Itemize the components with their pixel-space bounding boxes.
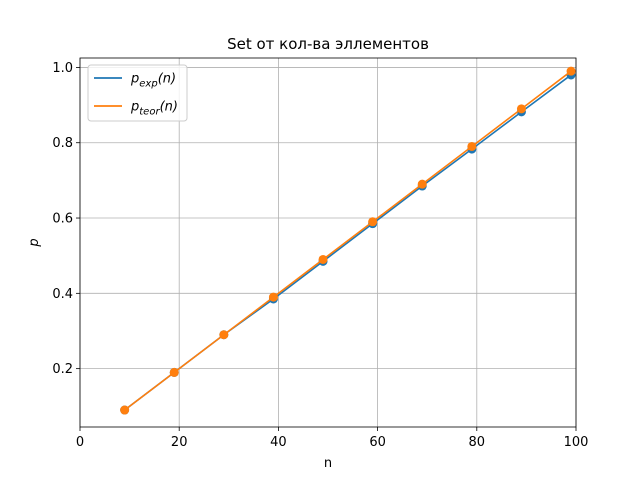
x-tick-label: 20 bbox=[171, 435, 188, 450]
series-layer bbox=[120, 66, 576, 415]
legend-label: pteor(n) bbox=[130, 100, 178, 118]
x-tick-label: 40 bbox=[270, 435, 287, 450]
y-tick-label: 1.0 bbox=[52, 61, 73, 76]
y-tick-label: 0.4 bbox=[52, 287, 73, 302]
data-point-teor bbox=[120, 405, 130, 415]
data-point-teor bbox=[219, 330, 229, 340]
y-tick-label: 0.8 bbox=[52, 136, 73, 151]
x-axis-label: n bbox=[324, 456, 332, 471]
y-tick-label: 0.2 bbox=[52, 362, 73, 377]
x-tick-label: 100 bbox=[564, 435, 589, 450]
y-tick-label: 0.6 bbox=[52, 212, 73, 227]
x-tick-label: 60 bbox=[369, 435, 386, 450]
data-point-teor bbox=[169, 367, 179, 377]
chart-title: Set от кол-ва эллементов bbox=[227, 35, 429, 53]
legend-label: pexp(n) bbox=[130, 72, 176, 90]
plot-frame bbox=[79, 57, 577, 428]
legend-box bbox=[87, 64, 188, 122]
data-point-teor bbox=[368, 217, 378, 227]
y-axis: 0.2 0.4 0.6 0.8 1.0 bbox=[52, 61, 80, 377]
grid bbox=[79, 58, 577, 427]
x-axis: 0 20 40 60 80 100 bbox=[76, 427, 589, 450]
x-tick-label: 0 bbox=[76, 435, 84, 450]
series-line-teor bbox=[124, 70, 572, 411]
legend: pexp(n) pteor(n) bbox=[87, 64, 188, 122]
series-teor bbox=[120, 66, 576, 415]
data-point-teor bbox=[467, 141, 477, 151]
data-point-teor bbox=[417, 179, 427, 189]
legend-entry-exp: pexp(n) bbox=[94, 72, 176, 90]
y-axis-label: p bbox=[27, 238, 42, 247]
data-point-teor bbox=[566, 66, 576, 76]
legend-entry-teor: pteor(n) bbox=[94, 100, 178, 118]
data-point-teor bbox=[318, 254, 328, 264]
data-point-teor bbox=[516, 104, 526, 114]
data-point-teor bbox=[268, 292, 278, 302]
x-tick-label: 80 bbox=[469, 435, 486, 450]
